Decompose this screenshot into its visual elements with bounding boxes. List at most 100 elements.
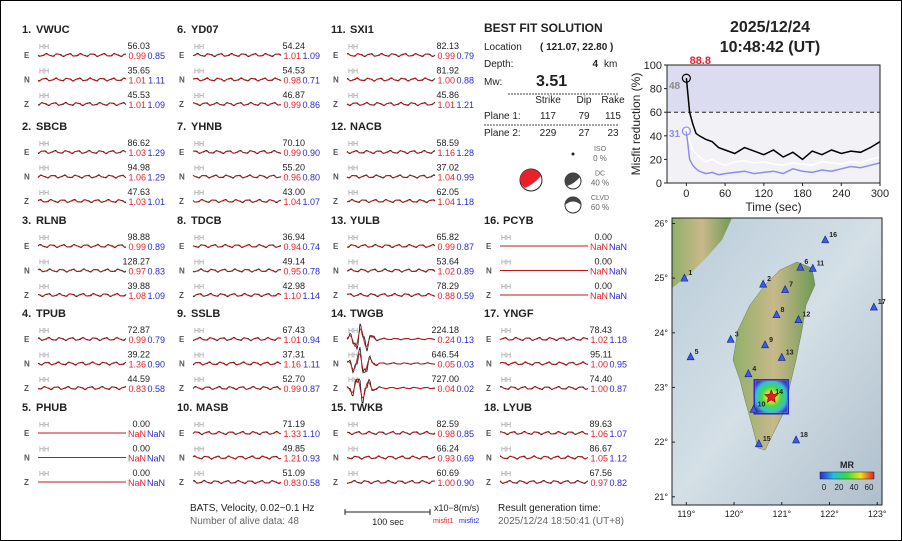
amplitude: 51.09 xyxy=(282,468,305,478)
component: Z xyxy=(179,291,184,300)
misfit2: 1.21 xyxy=(456,100,474,110)
station-name: MASB xyxy=(196,402,228,414)
waveform-synthetic xyxy=(192,293,282,297)
component-percent: 40 % xyxy=(591,179,609,188)
misfit2: NaN xyxy=(609,242,627,252)
station-marker xyxy=(781,284,790,293)
component: N xyxy=(24,173,30,182)
channel: HH xyxy=(348,328,358,335)
waveform-synthetic xyxy=(192,386,282,390)
misfit2: 1.29 xyxy=(147,173,165,183)
waveform-synthetic xyxy=(346,174,436,179)
station-name: PCYB xyxy=(503,215,534,227)
channel: HH xyxy=(501,328,511,335)
station-name: RLNB xyxy=(36,215,67,227)
misfit2: 0.87 xyxy=(456,242,474,252)
station-number: 5. xyxy=(22,402,31,414)
amplitude: 86.62 xyxy=(127,138,150,148)
component: E xyxy=(486,242,492,251)
waveform-synthetic xyxy=(499,386,589,390)
channel: HH xyxy=(194,141,204,148)
x-tick-label: 0 xyxy=(683,188,689,200)
waveform-synthetic xyxy=(346,77,436,82)
channel: HH xyxy=(39,377,49,384)
component: Z xyxy=(24,384,29,393)
misfit2: NaN xyxy=(609,267,627,277)
component: N xyxy=(333,267,339,276)
amplitude: 56.03 xyxy=(127,41,150,51)
misfit2: 0.90 xyxy=(456,478,474,488)
waveform-synthetic xyxy=(346,268,436,273)
amplitude: 74.40 xyxy=(589,374,612,384)
station-marker xyxy=(749,404,758,413)
amplitude: 78.29 xyxy=(436,281,459,291)
channel: HH xyxy=(194,422,204,429)
misfit2: 0.79 xyxy=(456,51,474,61)
misfit2: 1.28 xyxy=(456,148,474,158)
waveform-synthetic xyxy=(192,455,282,460)
channel: HH xyxy=(39,260,49,267)
misfit1: 1.04 xyxy=(283,197,301,207)
channel: HH xyxy=(39,44,49,51)
station-marker xyxy=(754,439,763,448)
series-line xyxy=(685,126,881,167)
waveform-synthetic xyxy=(192,480,282,484)
misfit2: 0.69 xyxy=(456,454,474,464)
station-marker xyxy=(761,340,770,349)
misfit2: 0.59 xyxy=(456,291,474,301)
component: Z xyxy=(486,384,491,393)
amplitude: 53.64 xyxy=(436,257,459,267)
waveform-synthetic xyxy=(346,480,436,484)
series-line xyxy=(685,78,881,161)
waveform-synthetic xyxy=(346,455,436,460)
component-percent: 0 % xyxy=(593,154,607,163)
channel: HH xyxy=(194,353,204,360)
event-time: 10:48:42 (UT) xyxy=(720,39,820,56)
channel: HH xyxy=(194,447,204,454)
waveform-synthetic xyxy=(37,244,127,248)
misfit2: 1.07 xyxy=(302,197,320,207)
component: Z xyxy=(179,197,184,206)
component: Z xyxy=(333,291,338,300)
waveform-synthetic xyxy=(346,150,436,154)
station-label: 10 xyxy=(758,401,766,408)
lat-label: 25° xyxy=(654,273,668,283)
plane-label: Plane 2: xyxy=(484,128,521,139)
channel: HH xyxy=(194,284,204,291)
lat-label: 23° xyxy=(654,382,668,392)
channel: HH xyxy=(39,353,49,360)
channel: HH xyxy=(348,447,358,454)
station-label: 11 xyxy=(817,260,825,267)
misfit1: NaN xyxy=(128,478,146,488)
clvd-fill xyxy=(565,197,581,205)
waveform-synthetic xyxy=(37,337,127,341)
amplitude: 52.70 xyxy=(282,374,305,384)
lon-label: 122° xyxy=(820,509,839,519)
misfit2: 0.58 xyxy=(147,384,165,394)
station-marker xyxy=(759,279,768,288)
misfit1: 1.06 xyxy=(128,173,146,183)
footer: BATS, Velocity, 0.02~0.1 Hz Number of al… xyxy=(190,503,624,527)
scale-label: 100 sec xyxy=(372,517,404,527)
amplitude: 89.63 xyxy=(589,419,612,429)
misfit2: 1.18 xyxy=(456,197,474,207)
waveform-synthetic xyxy=(346,378,436,399)
channel: HH xyxy=(348,235,358,242)
series-line xyxy=(685,131,881,176)
misfit1: 0.96 xyxy=(283,173,301,183)
misfit2: 1.29 xyxy=(147,148,165,158)
plane-label: Plane 1: xyxy=(484,111,521,122)
amplitude: 49.85 xyxy=(282,444,305,454)
misfit1: 0.97 xyxy=(128,267,146,277)
component: Z xyxy=(24,100,29,109)
y-tick-label: 60 xyxy=(650,107,662,119)
misfit1: 1.33 xyxy=(283,429,301,439)
component: N xyxy=(179,360,185,369)
lon-label: 121° xyxy=(772,509,791,519)
lat-label: 22° xyxy=(654,437,668,447)
epicenter xyxy=(763,389,779,403)
amplitude: 54.24 xyxy=(282,41,305,51)
station-number: 7. xyxy=(177,121,186,133)
amplitude: 95.11 xyxy=(590,350,612,360)
misfit1: 1.01 xyxy=(437,100,455,110)
